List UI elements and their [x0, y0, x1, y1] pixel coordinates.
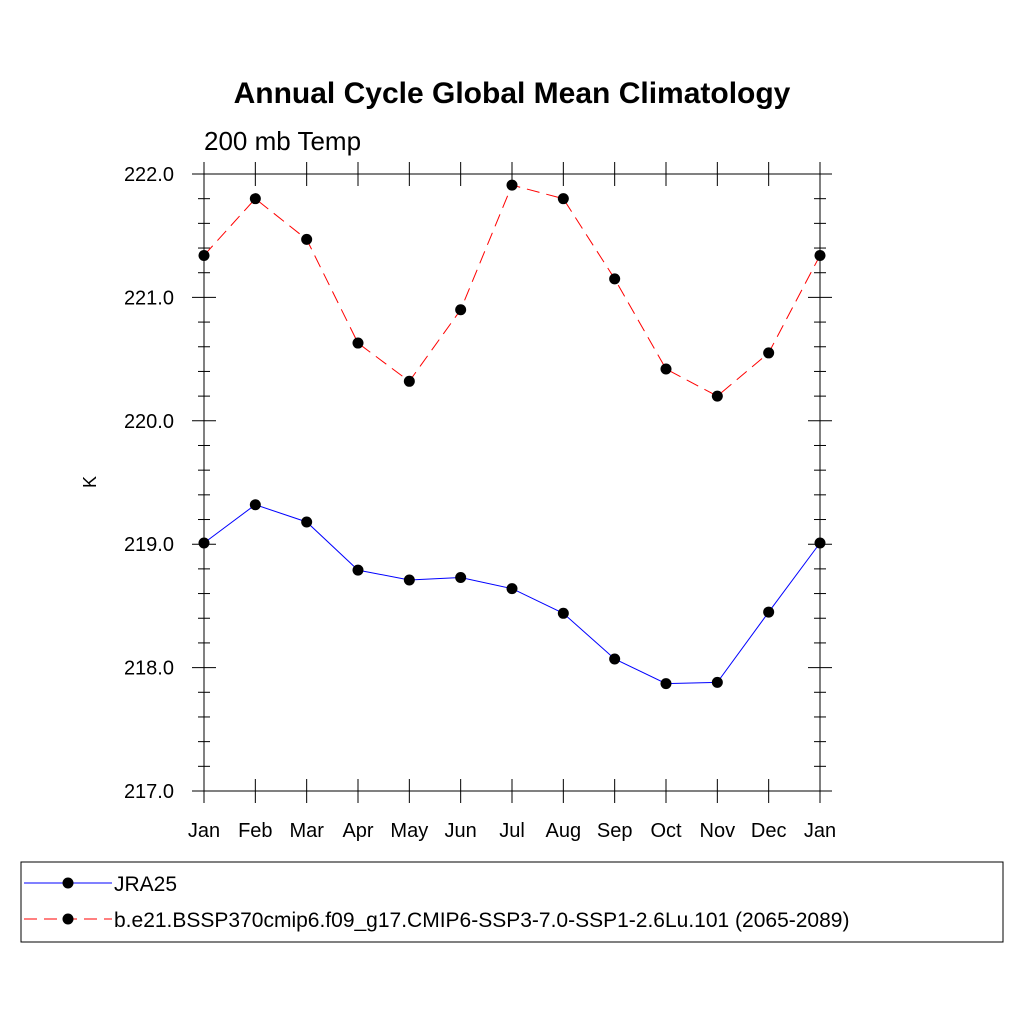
x-tick-label: Oct: [650, 820, 682, 842]
x-tick-label: Apr: [342, 820, 373, 842]
data-point-series-0: [763, 606, 775, 618]
data-point-series-1: [198, 249, 210, 261]
chart-subtitle: 200 mb Temp: [204, 126, 361, 156]
data-point-series-0: [814, 537, 826, 549]
data-point-series-0: [660, 678, 672, 690]
y-tick-label: 220.0: [124, 411, 174, 433]
chart-title: Annual Cycle Global Mean Climatology: [234, 77, 791, 110]
x-tick-label: Jan: [804, 820, 836, 842]
x-tick-label: Jan: [188, 820, 220, 842]
y-tick-label: 222.0: [124, 164, 174, 186]
data-point-series-1: [660, 363, 672, 375]
x-tick-label: Sep: [597, 820, 633, 842]
legend-entry-ssp: b.e21.BSSP370cmip6.f09_g17.CMIP6-SSP3-7.…: [24, 909, 849, 932]
x-tick-label: Aug: [546, 820, 582, 842]
legend-label-jra25: JRA25: [114, 873, 177, 896]
data-point-series-1: [352, 337, 364, 349]
x-tick-label: Jun: [445, 820, 477, 842]
x-tick-label: Nov: [700, 820, 736, 842]
x-tick-label: Feb: [238, 820, 272, 842]
data-point-series-1: [506, 179, 518, 191]
x-tick-label: Dec: [751, 820, 787, 842]
data-point-series-1: [557, 193, 569, 205]
data-point-series-1: [403, 375, 415, 387]
data-point-series-0: [711, 676, 723, 688]
data-point-series-0: [455, 572, 467, 584]
x-tick-label: May: [390, 820, 428, 842]
plot-frame: [203, 173, 821, 792]
data-point-series-0: [403, 574, 415, 586]
y-tick-label: 217.0: [124, 781, 174, 803]
series-line-1: [203, 184, 821, 397]
data-point-series-0: [301, 516, 313, 528]
y-tick-label: 219.0: [124, 534, 174, 556]
data-point-series-1: [455, 304, 467, 316]
data-point-series-0: [352, 564, 364, 576]
legend-box: [20, 861, 1004, 943]
y-tick-label: 218.0: [124, 658, 174, 680]
data-point-series-1: [609, 273, 621, 285]
legend-entry-jra25: JRA25: [24, 873, 177, 896]
data-point-series-0: [557, 607, 569, 619]
data-point-series-1: [814, 249, 826, 261]
legend-marker-ssp: [62, 913, 74, 925]
data-point-series-0: [198, 537, 210, 549]
x-tick-label: Jul: [499, 820, 525, 842]
legend-label-ssp: b.e21.BSSP370cmip6.f09_g17.CMIP6-SSP3-7.…: [114, 909, 849, 932]
data-point-series-0: [506, 583, 518, 595]
y-tick-label: 221.0: [124, 287, 174, 309]
legend-marker-jra25: [62, 877, 74, 889]
data-point-series-1: [301, 233, 313, 245]
series-line-0: [203, 504, 821, 685]
x-tick-label: Mar: [289, 820, 324, 842]
data-point-series-1: [711, 390, 723, 402]
data-point-series-0: [249, 499, 261, 511]
data-point-series-1: [763, 347, 775, 359]
axes: 217.0 218.0 219.0 220.0 221.0 222.0 Jan Feb Mar A…: [124, 162, 836, 842]
data-point-series-0: [609, 653, 621, 665]
y-axis-label: K: [80, 476, 100, 488]
series-layer: [198, 179, 826, 690]
data-point-series-1: [249, 193, 261, 205]
